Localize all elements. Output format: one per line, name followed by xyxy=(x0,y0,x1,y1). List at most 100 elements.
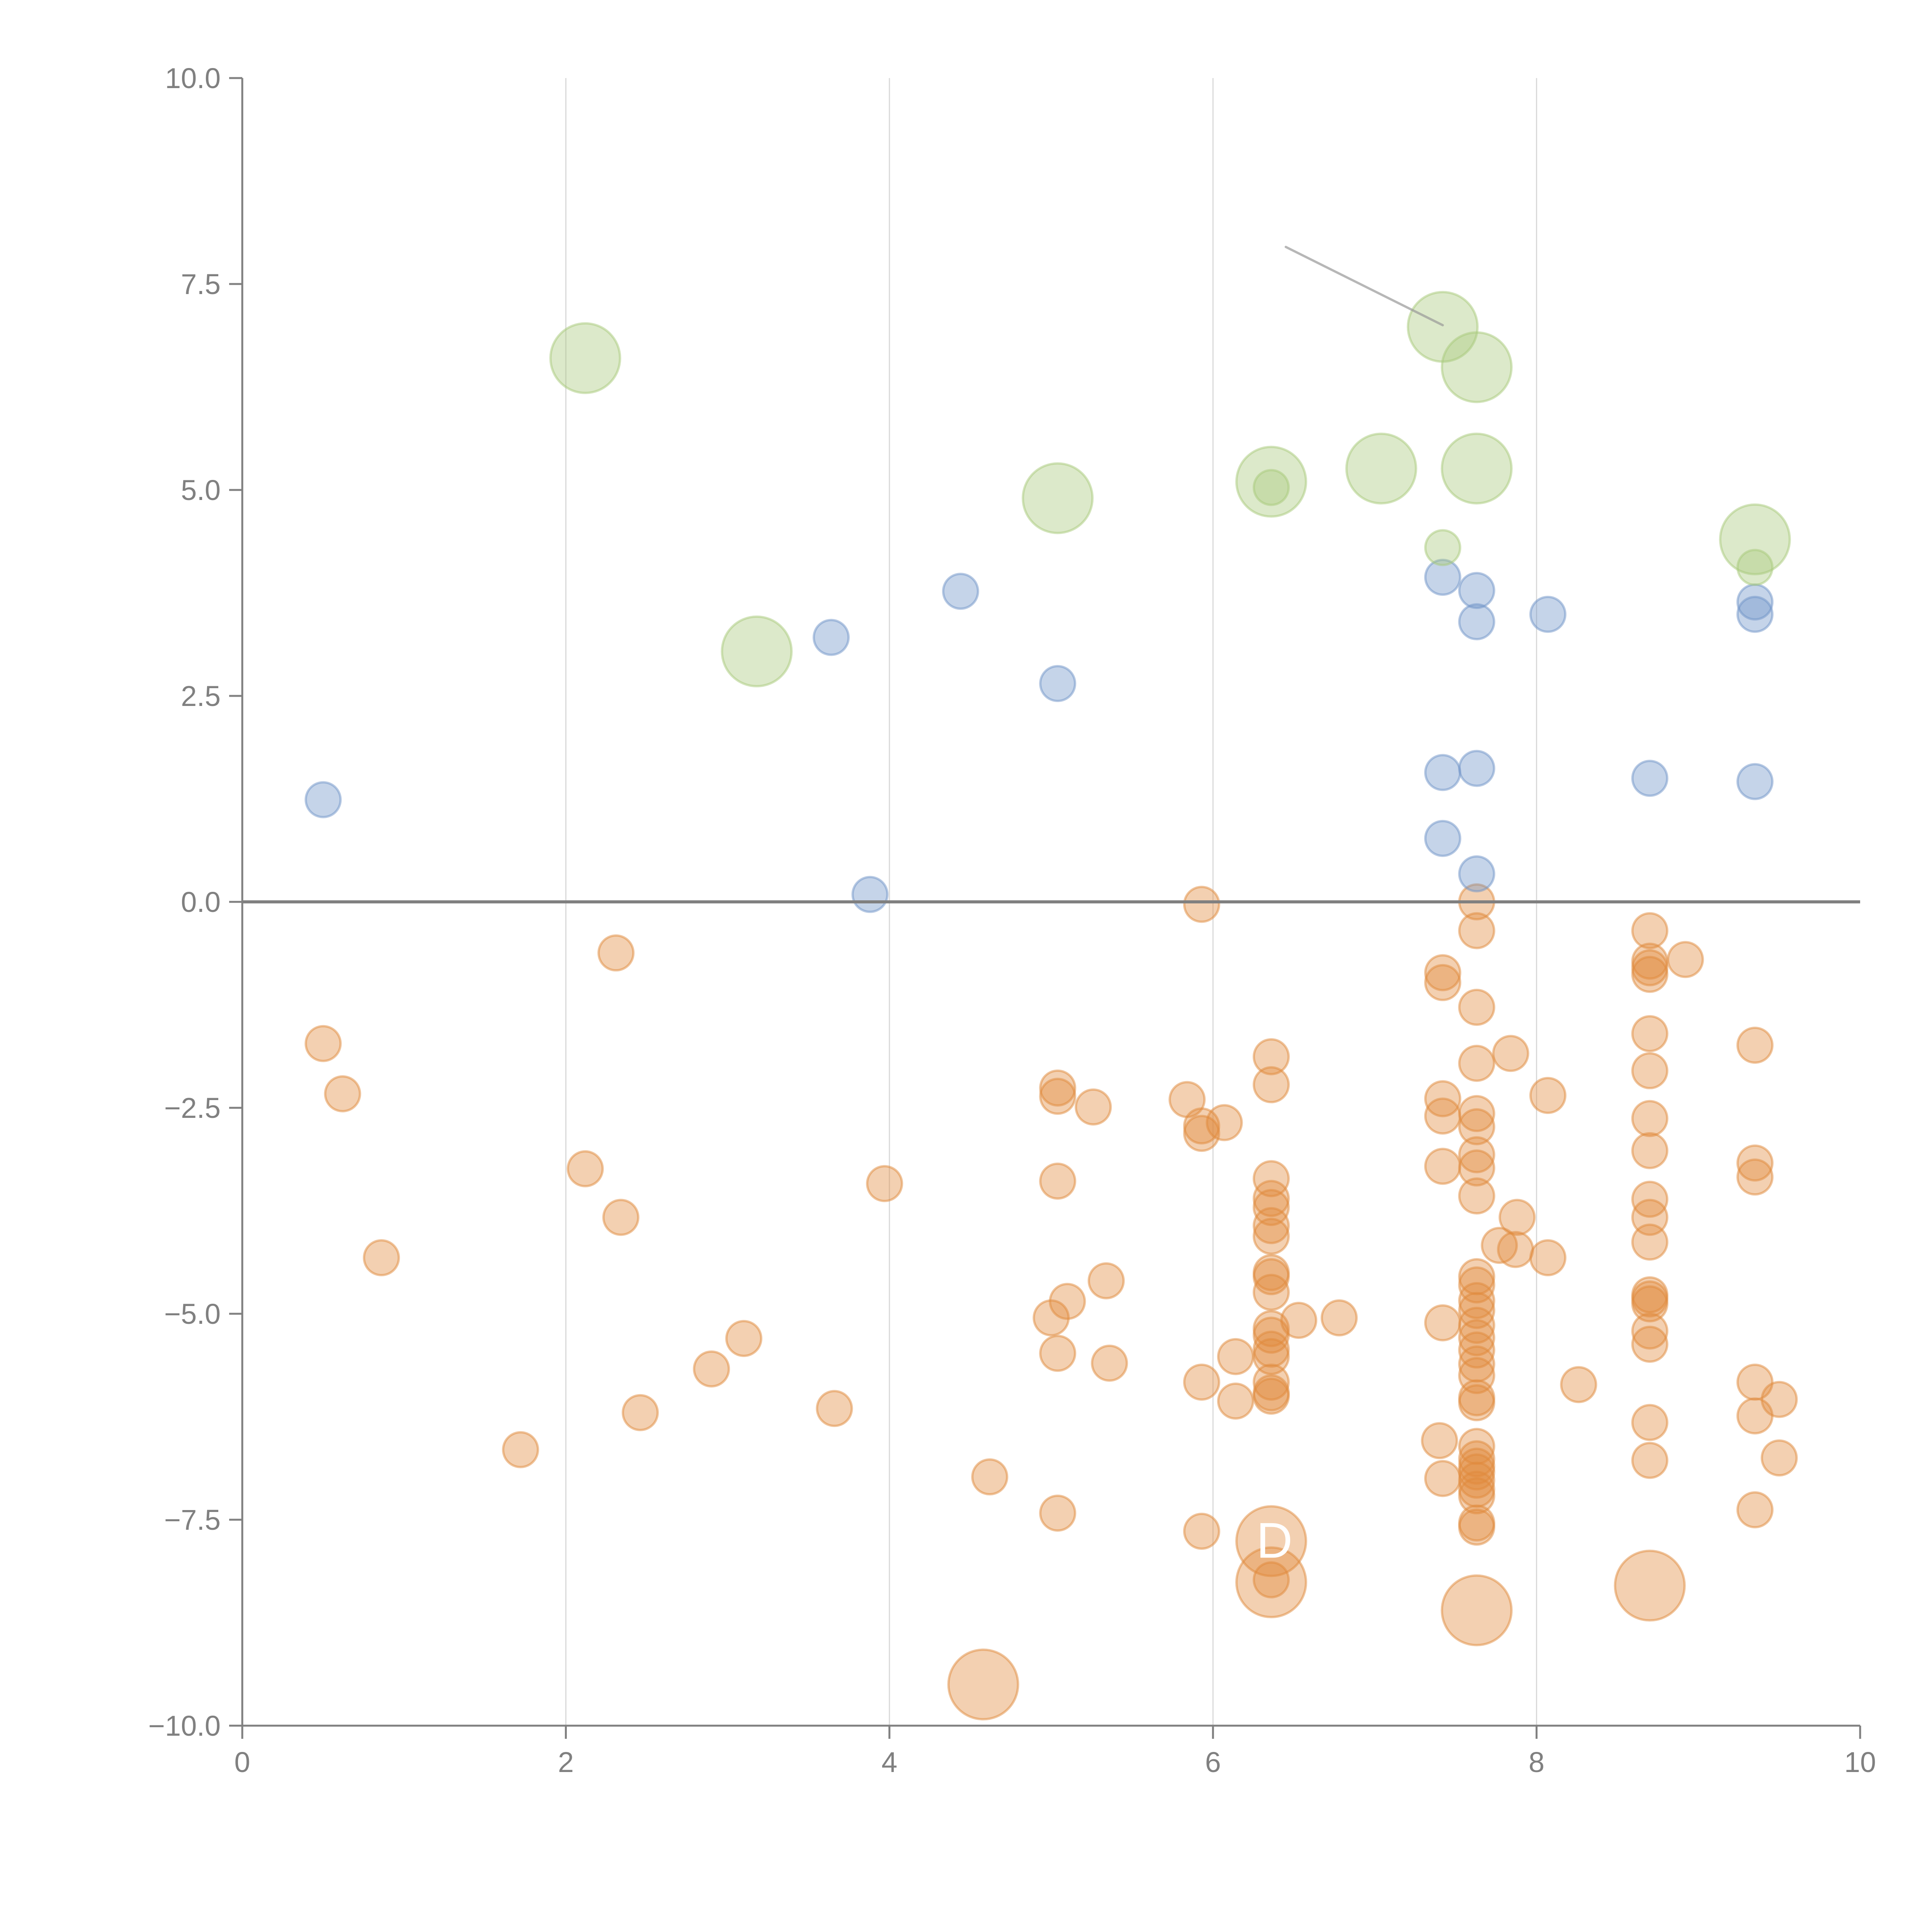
data-point-orange[interactable] xyxy=(1458,988,1495,1026)
data-point-orange[interactable] xyxy=(1252,1066,1290,1104)
data-point-green[interactable] xyxy=(721,615,793,687)
data-point-orange[interactable] xyxy=(1529,1077,1566,1114)
data-point-orange[interactable] xyxy=(1458,1331,1495,1369)
data-point-orange[interactable] xyxy=(502,1431,539,1468)
data-point-orange[interactable] xyxy=(1631,1285,1668,1323)
data-point-orange[interactable] xyxy=(1252,1378,1290,1415)
data-point-orange[interactable] xyxy=(1458,1095,1495,1132)
data-point-orange[interactable] xyxy=(1458,1461,1495,1499)
data-point-orange-large[interactable] xyxy=(1614,1549,1686,1622)
data-point-orange-large[interactable] xyxy=(947,1648,1019,1721)
data-point-orange[interactable] xyxy=(1039,1078,1077,1115)
data-point-orange[interactable] xyxy=(602,1199,639,1236)
data-point-blue[interactable] xyxy=(813,619,850,656)
data-point-blue[interactable] xyxy=(851,876,889,913)
data-point-green[interactable] xyxy=(1440,432,1513,505)
data-point-orange-large[interactable] xyxy=(1440,1574,1513,1646)
data-point-orange[interactable] xyxy=(1736,1026,1774,1064)
data-point-orange[interactable] xyxy=(866,1165,903,1202)
data-point-blue[interactable] xyxy=(1736,595,1774,633)
data-point-orange[interactable] xyxy=(1760,1381,1798,1418)
data-point-orange[interactable] xyxy=(324,1075,361,1112)
data-point-green-small[interactable] xyxy=(1424,529,1461,566)
data-point-orange[interactable] xyxy=(1667,941,1704,978)
data-point-orange[interactable] xyxy=(1458,1108,1495,1146)
data-point-orange[interactable] xyxy=(1252,1561,1290,1599)
data-point-blue[interactable] xyxy=(1424,558,1461,596)
data-point-green-small[interactable] xyxy=(1736,549,1774,586)
data-point-orange[interactable] xyxy=(1529,1239,1566,1277)
data-point-orange[interactable] xyxy=(1039,1335,1077,1372)
data-point-orange[interactable] xyxy=(725,1320,762,1357)
data-point-orange[interactable] xyxy=(1075,1088,1112,1126)
data-point-orange[interactable] xyxy=(1458,1319,1495,1356)
data-point-orange[interactable] xyxy=(1252,1207,1290,1244)
data-point-orange[interactable] xyxy=(1458,1292,1495,1329)
data-point-blue[interactable] xyxy=(1458,855,1495,893)
data-point-orange[interactable] xyxy=(1424,964,1461,1001)
data-point-orange[interactable] xyxy=(1217,1338,1254,1375)
data-point-orange[interactable] xyxy=(1631,1100,1668,1137)
data-point-orange[interactable] xyxy=(1631,1325,1668,1363)
data-point-orange[interactable] xyxy=(816,1390,853,1427)
data-point-orange[interactable] xyxy=(1424,1097,1461,1135)
data-point-orange[interactable] xyxy=(1736,1144,1774,1182)
data-point-blue[interactable] xyxy=(1736,763,1774,800)
data-point-orange[interactable] xyxy=(971,1458,1009,1496)
data-point-green-small[interactable] xyxy=(1252,469,1290,506)
data-point-blue[interactable] xyxy=(1424,820,1461,857)
data-point-orange[interactable] xyxy=(1424,1460,1461,1497)
data-point-orange[interactable] xyxy=(1252,1338,1290,1375)
data-point-orange[interactable] xyxy=(1631,956,1668,993)
data-point-orange[interactable] xyxy=(1424,1148,1461,1185)
data-point-orange[interactable] xyxy=(1252,1258,1290,1296)
data-point-orange[interactable] xyxy=(1183,1363,1220,1401)
data-point-orange[interactable] xyxy=(1252,1038,1290,1075)
data-point-orange[interactable] xyxy=(1091,1344,1128,1382)
data-point-green[interactable] xyxy=(1022,462,1094,534)
data-point-orange[interactable] xyxy=(1217,1382,1254,1420)
data-point-green[interactable] xyxy=(1440,331,1513,403)
data-point-blue[interactable] xyxy=(942,573,980,610)
data-point-orange-large[interactable] xyxy=(1235,1505,1307,1577)
data-point-orange[interactable] xyxy=(1280,1302,1318,1339)
data-point-orange[interactable] xyxy=(1424,1304,1461,1342)
data-point-orange[interactable] xyxy=(1458,1044,1495,1082)
data-point-orange[interactable] xyxy=(597,934,635,972)
data-point-orange[interactable] xyxy=(1458,912,1495,949)
data-point-orange[interactable] xyxy=(1206,1104,1243,1141)
data-point-orange[interactable] xyxy=(1760,1439,1798,1477)
data-point-orange[interactable] xyxy=(1458,1509,1495,1546)
data-point-orange[interactable] xyxy=(1424,954,1461,992)
data-point-orange[interactable] xyxy=(1458,1384,1495,1422)
data-point-orange[interactable] xyxy=(1458,1136,1495,1173)
data-point-orange[interactable] xyxy=(1458,1177,1495,1215)
data-point-orange[interactable] xyxy=(693,1350,730,1388)
data-point-blue[interactable] xyxy=(1458,750,1495,787)
data-point-blue[interactable] xyxy=(1458,603,1495,641)
data-point-orange[interactable] xyxy=(1498,1199,1536,1236)
data-point-orange[interactable] xyxy=(1458,1149,1495,1187)
data-point-orange[interactable] xyxy=(1252,1274,1290,1311)
data-point-orange[interactable] xyxy=(1458,1477,1495,1515)
data-point-orange[interactable] xyxy=(1252,1218,1290,1255)
data-point-orange[interactable] xyxy=(1631,1442,1668,1479)
data-point-green[interactable] xyxy=(1235,446,1307,518)
data-point-green[interactable] xyxy=(549,322,621,394)
data-point-orange[interactable] xyxy=(1458,1357,1495,1394)
data-point-orange[interactable] xyxy=(1421,1422,1458,1459)
data-point-orange[interactable] xyxy=(1631,1312,1668,1350)
data-point-orange[interactable] xyxy=(1183,1115,1220,1152)
data-point-orange[interactable] xyxy=(1736,1158,1774,1196)
data-point-orange[interactable] xyxy=(1631,912,1668,949)
data-point-orange[interactable] xyxy=(1183,886,1220,923)
data-point-orange[interactable] xyxy=(1631,1223,1668,1261)
data-point-orange[interactable] xyxy=(1039,1069,1077,1107)
data-point-orange[interactable] xyxy=(1039,1494,1077,1532)
data-point-blue[interactable] xyxy=(1529,595,1566,633)
data-point-orange[interactable] xyxy=(1492,1035,1529,1072)
data-point-orange[interactable] xyxy=(1497,1231,1534,1268)
data-point-green[interactable] xyxy=(1719,503,1791,575)
data-point-blue[interactable] xyxy=(1424,754,1461,791)
data-point-orange[interactable] xyxy=(1320,1299,1358,1337)
